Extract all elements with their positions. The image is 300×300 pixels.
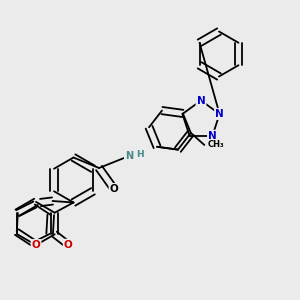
Text: O: O bbox=[64, 240, 73, 250]
Text: O: O bbox=[32, 240, 40, 250]
Text: N: N bbox=[196, 95, 206, 106]
Text: CH₃: CH₃ bbox=[207, 140, 224, 149]
Text: N: N bbox=[125, 151, 133, 161]
Text: N: N bbox=[215, 109, 224, 119]
Text: O: O bbox=[110, 184, 118, 194]
Text: N: N bbox=[208, 131, 217, 141]
Text: H: H bbox=[136, 150, 144, 159]
